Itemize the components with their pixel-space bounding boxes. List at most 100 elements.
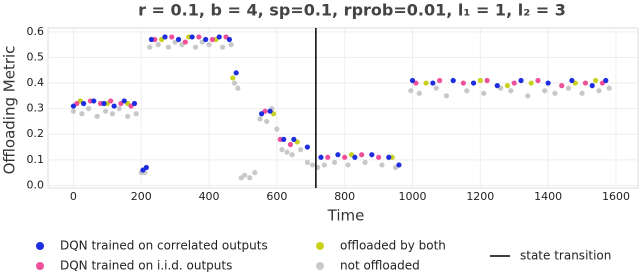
point [70, 108, 77, 114]
point [279, 147, 285, 153]
legend-label: DQN trained on correlated outputs [60, 239, 268, 253]
point [109, 111, 116, 117]
point [359, 152, 365, 158]
point [582, 80, 589, 86]
point [423, 80, 429, 86]
legend-marker [316, 262, 324, 270]
point [408, 88, 414, 94]
point [94, 113, 100, 119]
point [603, 77, 609, 84]
x-tick-label: 200 [131, 190, 152, 203]
point [362, 159, 368, 165]
y-tick-label: 0.0 [27, 178, 45, 191]
point [133, 111, 139, 117]
point [481, 90, 487, 96]
point [70, 103, 77, 109]
point [111, 103, 117, 109]
x-tick-label: 1000 [399, 190, 427, 203]
point [291, 136, 297, 142]
point [545, 80, 551, 86]
x-tick-label: 600 [266, 190, 287, 203]
point [589, 83, 595, 89]
point [318, 154, 324, 160]
point [477, 77, 483, 84]
point [79, 111, 85, 117]
point [165, 44, 171, 50]
y-tick-label: 0.5 [27, 50, 45, 63]
point [298, 147, 304, 153]
point [189, 34, 195, 40]
x-tick-label: 1600 [602, 190, 630, 203]
point [430, 80, 436, 86]
point [235, 85, 241, 91]
x-tick-label: 0 [70, 190, 77, 203]
point [304, 159, 310, 165]
x-tick-label: 1200 [466, 190, 494, 203]
point [226, 36, 233, 43]
point [321, 162, 327, 168]
point [525, 93, 531, 99]
point [464, 88, 470, 94]
y-tick-label: 0.4 [27, 76, 45, 89]
point [196, 34, 202, 40]
point [559, 83, 565, 89]
point [287, 141, 294, 148]
point [596, 88, 602, 94]
legend-marker [36, 262, 44, 270]
y-tick-label: 0.2 [27, 127, 45, 140]
point [209, 36, 216, 43]
point [504, 83, 511, 89]
y-tick-label: 0.1 [27, 153, 45, 166]
point [116, 106, 122, 112]
point [155, 42, 161, 48]
point [565, 85, 572, 91]
point [233, 70, 239, 76]
x-axis-label: Time [327, 207, 365, 225]
point [81, 100, 87, 107]
legend-label: not offloaded [340, 259, 420, 273]
y-tick-label: 0.6 [27, 25, 45, 38]
point [484, 77, 490, 84]
point [289, 152, 295, 158]
point [131, 100, 138, 107]
point [259, 111, 265, 117]
point [386, 154, 392, 160]
point [433, 85, 439, 91]
point [182, 39, 188, 45]
point [148, 36, 155, 43]
point [101, 100, 107, 107]
point [345, 162, 351, 168]
point [274, 126, 280, 132]
y-axis-label: Offloading Metric [1, 46, 19, 175]
point [203, 36, 209, 43]
point [518, 77, 524, 84]
point [542, 88, 548, 94]
x-tick-label: 800 [334, 190, 355, 203]
point [437, 77, 443, 84]
point [264, 118, 270, 125]
point [528, 80, 534, 86]
point [494, 83, 500, 89]
point [257, 116, 263, 122]
point [206, 42, 212, 48]
point [220, 44, 226, 50]
point [511, 80, 517, 86]
chart-title: r = 0.1, b = 4, sp=0.1, rprob=0.01, l₁ =… [138, 1, 566, 20]
point [396, 162, 402, 168]
legend-label: DQN trained on i.i.d. outputs [60, 259, 232, 273]
point [552, 90, 558, 96]
point [508, 88, 514, 94]
point [228, 42, 234, 48]
x-tick-label: 400 [199, 190, 220, 203]
legend-label: offloaded by both [340, 239, 446, 253]
point [470, 80, 477, 86]
point [416, 90, 422, 96]
point [579, 90, 585, 96]
point [569, 77, 575, 84]
point [450, 77, 456, 84]
point [606, 85, 612, 91]
point [352, 154, 358, 160]
point [147, 44, 153, 50]
point [169, 34, 175, 40]
